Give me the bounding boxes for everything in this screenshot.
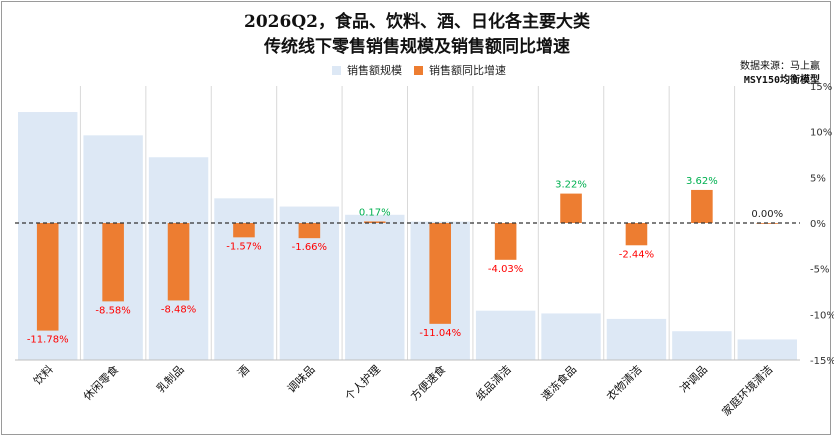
- data-label: -11.78%: [27, 335, 69, 346]
- scale-bar: [672, 331, 732, 360]
- growth-bar: [167, 223, 190, 301]
- growth-bar: [102, 223, 124, 302]
- scale-bar: [345, 214, 405, 360]
- legend-label-scale: 销售额规模: [347, 64, 402, 77]
- chart-title-line-2: 传统线下零售销售规模及销售额同比增速: [264, 37, 570, 57]
- y-tick-label: 10%: [810, 128, 832, 139]
- data-label: -4.03%: [488, 264, 523, 275]
- growth-bar: [36, 223, 59, 331]
- x-tick-label: 冲调品: [677, 362, 710, 395]
- legend-label-growth: 销售额同比增速: [429, 64, 506, 77]
- data-label: -11.04%: [419, 328, 461, 339]
- x-tick-label: 饮料: [30, 362, 55, 387]
- data-label: -1.66%: [292, 242, 327, 253]
- data-label: -2.44%: [619, 249, 654, 260]
- growth-bar: [233, 223, 255, 238]
- x-tick-label: 个人护理: [342, 362, 383, 403]
- chart-title-line-1: 2026Q2，食品、饮料、酒、日化各主要大类: [244, 12, 590, 32]
- growth-bar: [298, 223, 321, 239]
- x-tick-label: 家庭环境清洁: [719, 362, 776, 419]
- growth-bar: [625, 223, 648, 246]
- data-label: 0.17%: [359, 207, 391, 218]
- x-tick-label: 纸品清洁: [473, 363, 513, 403]
- scale-bar: [606, 318, 667, 360]
- scale-bar: [214, 198, 274, 360]
- model-note: MSY150均衡模型: [743, 75, 820, 86]
- x-tick-label: 乳制品: [154, 363, 187, 396]
- data-label: 3.62%: [686, 176, 718, 187]
- growth-bar: [429, 223, 452, 324]
- scale-bar: [541, 313, 601, 360]
- y-tick-label: -10%: [810, 310, 834, 321]
- x-tick-label: 调味品: [285, 363, 318, 396]
- y-tick-label: -5%: [810, 265, 829, 276]
- data-label: -8.48%: [161, 304, 196, 315]
- data-label: 3.22%: [555, 180, 587, 191]
- y-tick-label: -15%: [810, 356, 834, 367]
- legend-item-growth: 销售额同比增速: [414, 62, 506, 78]
- scale-bar: [737, 339, 797, 360]
- growth-bar: [494, 223, 517, 260]
- legend-item-scale: 销售额规模: [332, 62, 402, 78]
- legend-swatch-scale: [332, 65, 341, 75]
- data-source: 数据来源：马上赢: [740, 61, 820, 72]
- x-tick-label: 方便速食: [407, 362, 448, 403]
- growth-bar: [363, 221, 386, 223]
- growth-bar: [560, 193, 582, 223]
- growth-bar: [691, 189, 713, 223]
- x-tick-label: 衣物清洁: [604, 362, 645, 403]
- x-tick-label: 速冻食品: [538, 362, 579, 403]
- x-tick-label: 休闲零食: [80, 362, 121, 403]
- y-tick-label: 0%: [810, 219, 826, 230]
- x-tick-label: 酒: [235, 363, 252, 380]
- scale-bar: [475, 310, 536, 360]
- legend-swatch-growth: [414, 65, 423, 75]
- data-label: 0.00%: [751, 209, 783, 220]
- data-label: -8.58%: [95, 305, 130, 316]
- data-label: -1.57%: [226, 241, 261, 252]
- y-tick-label: 15%: [810, 82, 832, 93]
- y-tick-label: 5%: [810, 173, 826, 184]
